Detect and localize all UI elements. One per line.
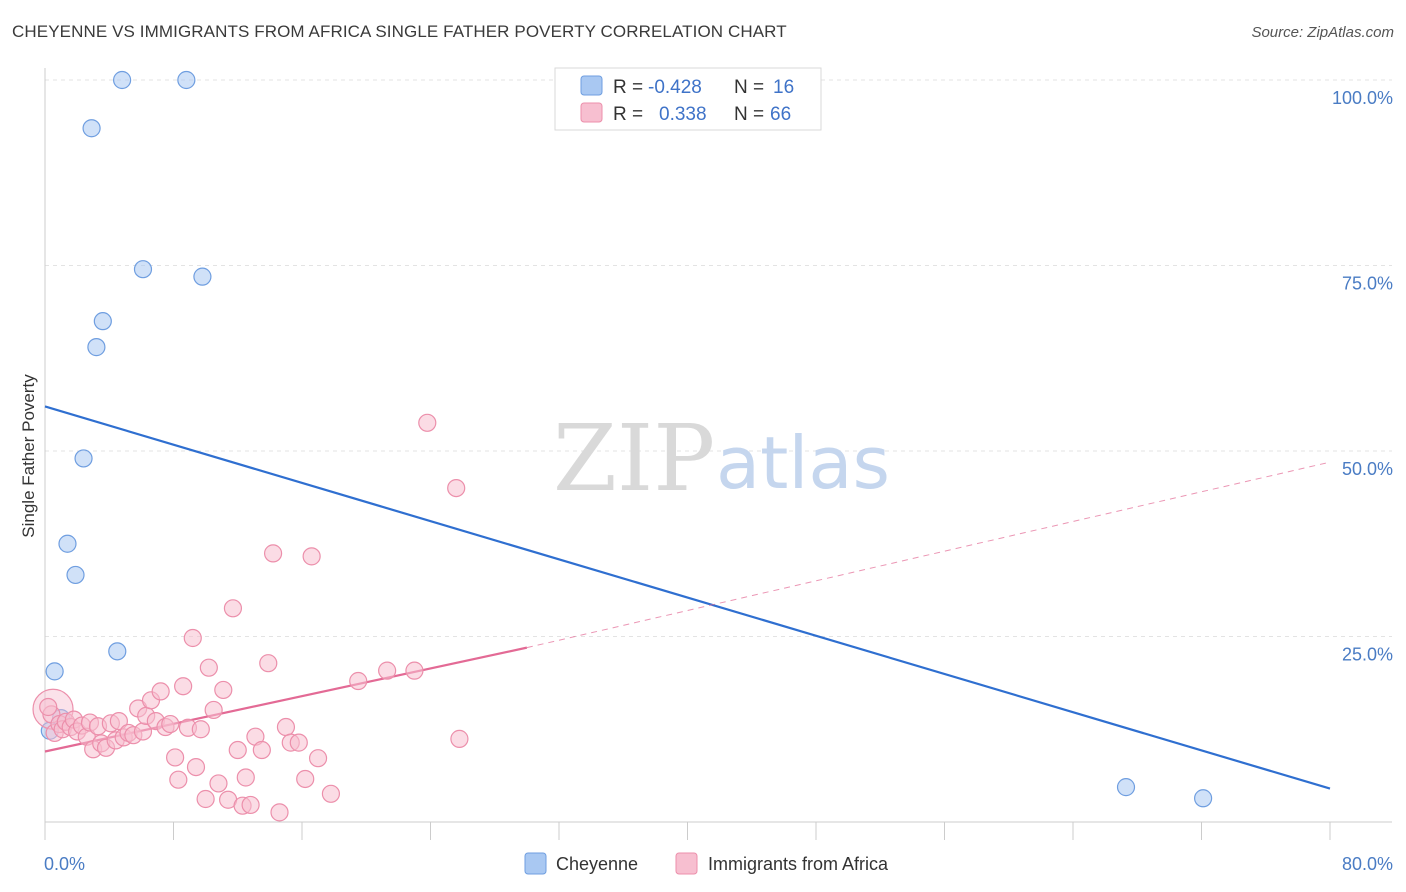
- africa-point-52: [276, 717, 296, 737]
- africa-point-36: [196, 789, 215, 809]
- africa-point-45: [236, 768, 255, 787]
- africa-point-43: [228, 740, 247, 760]
- africa-point-29: [166, 748, 185, 767]
- watermark-zip: ZIP: [553, 405, 715, 512]
- y-tick-label-1: 50.0%: [1342, 459, 1393, 479]
- africa-point-39: [209, 774, 228, 793]
- africa-point-58: [321, 784, 341, 803]
- trendline-africa-extension: [526, 461, 1331, 649]
- chart-title: CHEYENNE VS IMMIGRANTS FROM AFRICA SINGL…: [12, 22, 787, 41]
- cheyenne-point-5: [93, 312, 112, 331]
- legend-box: R = -0.428 N = 16 R = 0.338 N = 66: [554, 67, 822, 131]
- cheyenne-point-14: [1116, 778, 1136, 797]
- africa-point-35: [191, 720, 210, 739]
- bottom-legend: Cheyenne Immigrants from Africa: [524, 852, 889, 875]
- africa-point-62: [418, 413, 437, 432]
- cheyenne-point-15: [1194, 789, 1213, 808]
- cheyenne-point-0: [112, 70, 132, 90]
- africa-point-42: [223, 599, 243, 618]
- africa-point-54: [289, 733, 308, 752]
- bottom-legend-label-cheyenne: Cheyenne: [556, 854, 638, 874]
- africa-point-65: [39, 697, 58, 717]
- africa-point-37: [199, 658, 218, 677]
- cheyenne-point-2: [82, 119, 101, 138]
- africa-point-48: [252, 740, 271, 760]
- africa-point-28: [161, 714, 180, 734]
- legend-n-value-cheyenne: 16: [773, 77, 794, 98]
- africa-point-49: [259, 654, 278, 673]
- cheyenne-point-11: [45, 662, 64, 681]
- africa-point-46: [241, 795, 260, 815]
- gridlines: [45, 79, 1392, 637]
- cheyenne-point-8: [58, 534, 77, 553]
- axes: [44, 68, 1392, 840]
- africa-point-33: [183, 628, 202, 648]
- watermark-atlas: atlas: [716, 421, 890, 505]
- africa-point-63: [450, 729, 469, 748]
- cheyenne-point-10: [108, 642, 127, 661]
- bottom-legend-swatch-africa: [675, 852, 698, 875]
- trendline-cheyenne: [44, 405, 1331, 790]
- africa-point-38: [204, 700, 223, 720]
- africa-point-40: [214, 680, 233, 700]
- africa-point-31: [174, 677, 193, 696]
- africa-point-34: [186, 757, 206, 777]
- bottom-legend-label-africa: Immigrants from Africa: [708, 854, 889, 874]
- source-credit: Source: ZipAtlas.com: [1251, 24, 1394, 41]
- tick-labels: 25.0% 50.0% 75.0% 100.0% 0.0% 80.0%: [44, 88, 1393, 874]
- cheyenne-point-3: [133, 260, 153, 279]
- africa-point-56: [302, 547, 321, 566]
- legend-r-label-africa: R =: [613, 104, 643, 125]
- y-tick-label-0: 25.0%: [1342, 645, 1393, 665]
- x-tick-label-max: 80.0%: [1342, 854, 1393, 874]
- africa-point-50: [263, 544, 283, 563]
- legend-n-value-africa: 66: [770, 104, 791, 125]
- x-tick-label-min: 0.0%: [44, 854, 85, 874]
- series-africa-points: [32, 413, 469, 822]
- africa-point-30: [169, 770, 188, 789]
- bottom-legend-swatch-cheyenne: [524, 852, 547, 875]
- africa-point-51: [270, 803, 289, 822]
- africa-point-59: [349, 671, 368, 691]
- legend-n-label-africa: N =: [734, 104, 764, 125]
- legend-swatch-cheyenne: [580, 75, 603, 96]
- africa-point-60: [378, 661, 397, 680]
- y-axis-label: Single Father Poverty: [19, 374, 38, 538]
- legend-r-label-cheyenne: R =: [613, 77, 643, 98]
- cheyenne-point-9: [66, 565, 85, 585]
- legend-swatch-africa: [580, 102, 603, 123]
- cheyenne-point-7: [74, 449, 93, 468]
- africa-point-26: [151, 682, 170, 701]
- africa-point-55: [296, 769, 315, 789]
- africa-point-57: [308, 749, 328, 768]
- cheyenne-point-6: [87, 338, 106, 357]
- africa-point-17: [109, 711, 128, 731]
- legend-r-value-cheyenne: -0.428: [648, 77, 702, 98]
- legend-n-label-cheyenne: N =: [734, 77, 764, 98]
- y-tick-label-3: 100.0%: [1332, 88, 1393, 108]
- cheyenne-point-1: [177, 70, 196, 90]
- y-tick-label-2: 75.0%: [1342, 274, 1393, 294]
- africa-point-61: [405, 661, 424, 680]
- africa-point-64: [447, 479, 466, 498]
- legend-r-value-africa: 0.338: [659, 104, 707, 125]
- cheyenne-point-4: [193, 267, 212, 286]
